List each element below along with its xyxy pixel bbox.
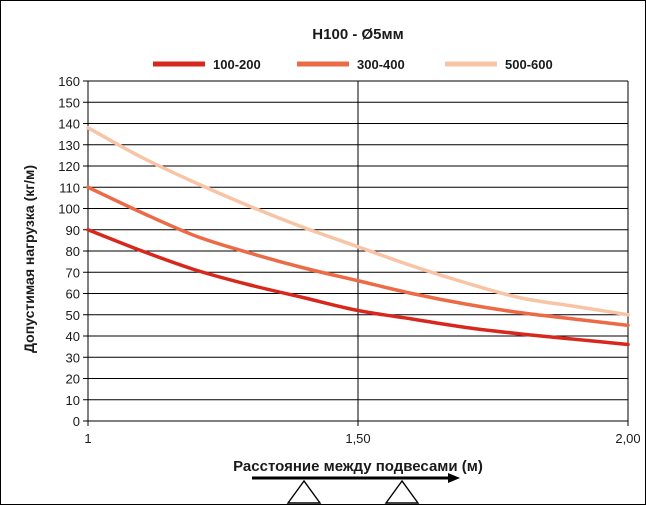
y-tick-label: 30 — [66, 350, 80, 365]
x-tick-label: 1,50 — [345, 431, 370, 446]
grid — [83, 80, 629, 426]
y-tick-label: 130 — [58, 138, 80, 153]
y-tick-label: 160 — [58, 74, 80, 89]
y-tick-label: 100 — [58, 202, 80, 217]
support-left-icon — [286, 479, 322, 504]
y-tick-label: 60 — [66, 287, 80, 302]
y-tick-labels: 0 10 20 30 40 50 60 70 80 90 100 110 120 130 140 150 160 — [58, 74, 80, 429]
y-axis-label: Допустимая нагрузка (кг/м) — [21, 165, 37, 353]
y-tick-label: 140 — [58, 117, 80, 132]
beam-arrow-head — [448, 473, 460, 483]
y-tick-label: 120 — [58, 159, 80, 174]
support-right-icon — [384, 479, 420, 504]
y-tick-label: 110 — [59, 180, 80, 195]
series-line-300-400 — [86, 185, 630, 328]
legend-label: 500-600 — [505, 57, 553, 72]
y-tick-label: 150 — [58, 95, 80, 110]
y-tick-label: 90 — [66, 223, 80, 238]
x-axis-label: Расстояние между подвесами (м) — [233, 458, 483, 475]
series-line-500-600 — [86, 126, 630, 317]
x-tick-labels: 1 1,50 2,00 — [84, 431, 640, 446]
legend-label: 100-200 — [213, 57, 261, 72]
legend: 100-200 300-400 500-600 — [153, 57, 553, 72]
y-tick-label: 20 — [66, 372, 80, 387]
y-tick-label: 40 — [66, 329, 80, 344]
series-line-100-200 — [86, 228, 630, 347]
legend-label: 300-400 — [357, 57, 405, 72]
y-tick-label: 0 — [73, 414, 80, 429]
chart-title: H100 - Ø5мм — [312, 26, 403, 43]
y-tick-label: 10 — [66, 393, 80, 408]
x-tick-label: 2,00 — [615, 431, 640, 446]
suspension-diagram — [252, 473, 460, 504]
x-tick-label: 1 — [84, 431, 91, 446]
y-tick-label: 80 — [66, 244, 80, 259]
y-tick-label: 50 — [66, 308, 80, 323]
y-tick-label: 70 — [66, 265, 80, 280]
plot-area — [86, 126, 630, 347]
